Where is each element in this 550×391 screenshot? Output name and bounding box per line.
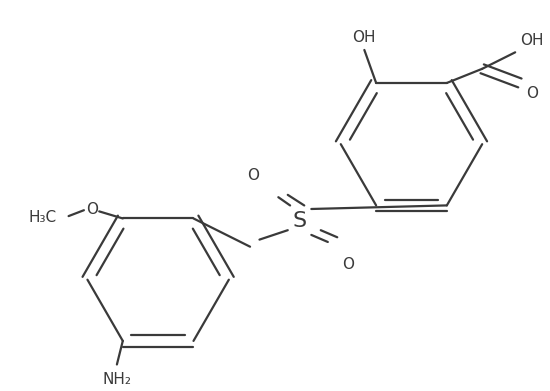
Text: H₃C: H₃C bbox=[29, 210, 57, 225]
Text: NH₂: NH₂ bbox=[102, 371, 131, 387]
Text: S: S bbox=[293, 211, 306, 231]
Text: O: O bbox=[526, 86, 538, 102]
Text: OH: OH bbox=[353, 30, 376, 45]
Text: OH: OH bbox=[520, 32, 543, 48]
Text: O: O bbox=[248, 168, 260, 183]
Text: O: O bbox=[342, 257, 354, 272]
Text: O: O bbox=[86, 201, 98, 217]
